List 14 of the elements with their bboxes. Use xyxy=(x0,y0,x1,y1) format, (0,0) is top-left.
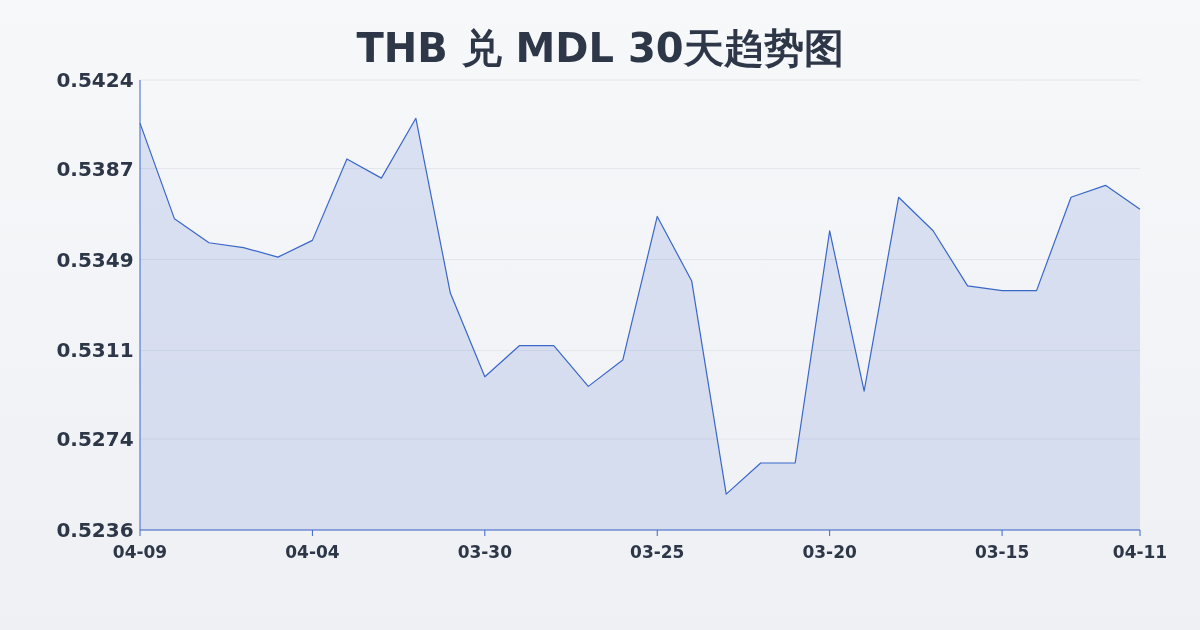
y-tick-label: 0.5387 xyxy=(56,156,134,181)
x-tick-label: 04-11 xyxy=(1112,542,1168,562)
y-tick-label: 0.5274 xyxy=(56,427,134,452)
y-tick-label: 0.5424 xyxy=(56,68,134,92)
chart-title: THB 兑 MDL 30天趋势图 xyxy=(356,25,844,71)
x-tick-label: 04-04 xyxy=(285,542,340,562)
x-tick-label: 04-09 xyxy=(112,542,168,562)
y-tick-label: 0.5311 xyxy=(56,338,134,363)
x-tick-label: 03-25 xyxy=(630,542,685,562)
y-tick-label: 0.5349 xyxy=(56,247,134,272)
x-tick-label: 03-20 xyxy=(802,542,858,562)
x-tick-label: 03-15 xyxy=(974,542,1030,562)
x-tick-label: 03-30 xyxy=(457,542,513,562)
y-tick-label: 0.5236 xyxy=(56,518,134,542)
